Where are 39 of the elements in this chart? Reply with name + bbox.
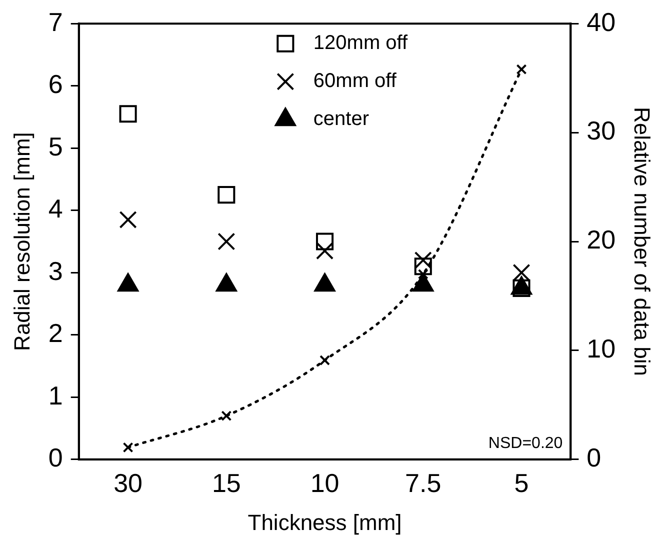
point (119, 210, 137, 228)
legend-label: 120mm off (313, 32, 408, 54)
point (414, 251, 432, 269)
y-tick-label: 2 (48, 318, 63, 348)
legend-label: 60mm off (313, 70, 397, 92)
point (516, 64, 527, 75)
y2-tick-label: 40 (586, 6, 616, 37)
point (320, 355, 330, 366)
point (119, 105, 137, 123)
y-tick-label: 1 (48, 380, 63, 410)
y2-axis-title: Relative number of data bin (630, 106, 655, 376)
point (221, 410, 232, 422)
y2-tick-label: 20 (586, 224, 616, 255)
y2-tick-label: 10 (586, 334, 616, 364)
point (316, 242, 334, 260)
point (414, 258, 432, 276)
y-tick-label: 5 (48, 131, 63, 162)
x-tick-label: 30 (114, 468, 143, 498)
y-axis-title: Radial resolution [mm] (9, 132, 34, 351)
y2-tick-label: 30 (586, 116, 616, 146)
y-tick-label: 4 (48, 194, 63, 224)
x-tick-label: 7.5 (405, 468, 442, 498)
y-tick-label: 7 (48, 6, 63, 37)
y2-tick-label: 0 (586, 442, 602, 473)
x-tick-label: 10 (310, 468, 340, 498)
annotation: NSD=0.20 (488, 434, 563, 452)
y-tick-label: 6 (48, 69, 63, 100)
point (418, 268, 428, 280)
point (316, 232, 334, 250)
point (218, 186, 236, 204)
x-tick-label: 15 (212, 468, 241, 498)
y-tick-label: 0 (48, 442, 63, 473)
point (122, 442, 134, 453)
y-tick-label: 3 (48, 256, 63, 286)
x-tick-label: 5 (514, 468, 529, 498)
point (218, 232, 236, 250)
point (512, 264, 530, 282)
legend-label: center (313, 108, 370, 130)
x-axis-title: Thickness [mm] (248, 510, 402, 535)
